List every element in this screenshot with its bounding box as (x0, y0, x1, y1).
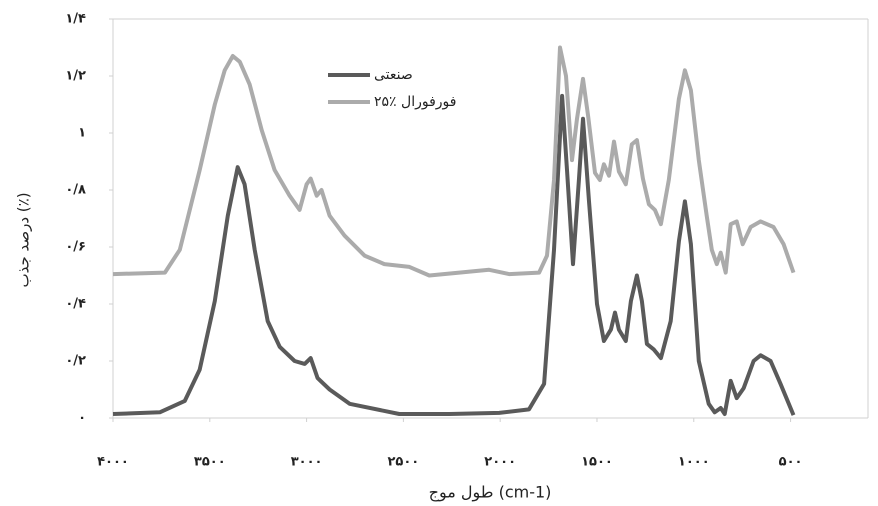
series-line (112, 93, 796, 416)
y-tick-label: ۰/۶ (65, 240, 86, 255)
y-tick-label: ۱ (78, 126, 86, 141)
series-line (112, 45, 796, 278)
x-tick-label: ۱۰۰۰ (678, 455, 710, 470)
y-tick-label: ۰ (78, 411, 86, 426)
x-tick-label: ۳۵۰۰ (194, 455, 226, 470)
y-tick-label: ۱/۲ (65, 69, 86, 84)
y-tick-label: ۱/۴ (65, 12, 86, 27)
y-tick-label: ۰/۸ (65, 183, 86, 198)
y-tick-label: ۰/۲ (65, 354, 86, 369)
y-axis-label: درصد جذب (٪) (15, 192, 33, 287)
y-tick-label: ۰/۴ (65, 297, 86, 312)
x-axis-label: طول موج (cm-1) (429, 483, 552, 503)
legend-label: صنعتی (374, 67, 413, 83)
x-tick-label: ۱۵۰۰ (581, 455, 613, 470)
legend-label: ۲۵٪ فورفورال (374, 94, 456, 110)
x-tick-label: ۵۰۰ (779, 455, 803, 470)
x-tick-label: ۴۰۰۰ (97, 455, 129, 470)
x-tick-label: ۳۰۰۰ (291, 455, 323, 470)
x-tick-label: ۲۰۰۰ (484, 455, 516, 470)
x-tick-label: ۲۵۰۰ (388, 455, 420, 470)
